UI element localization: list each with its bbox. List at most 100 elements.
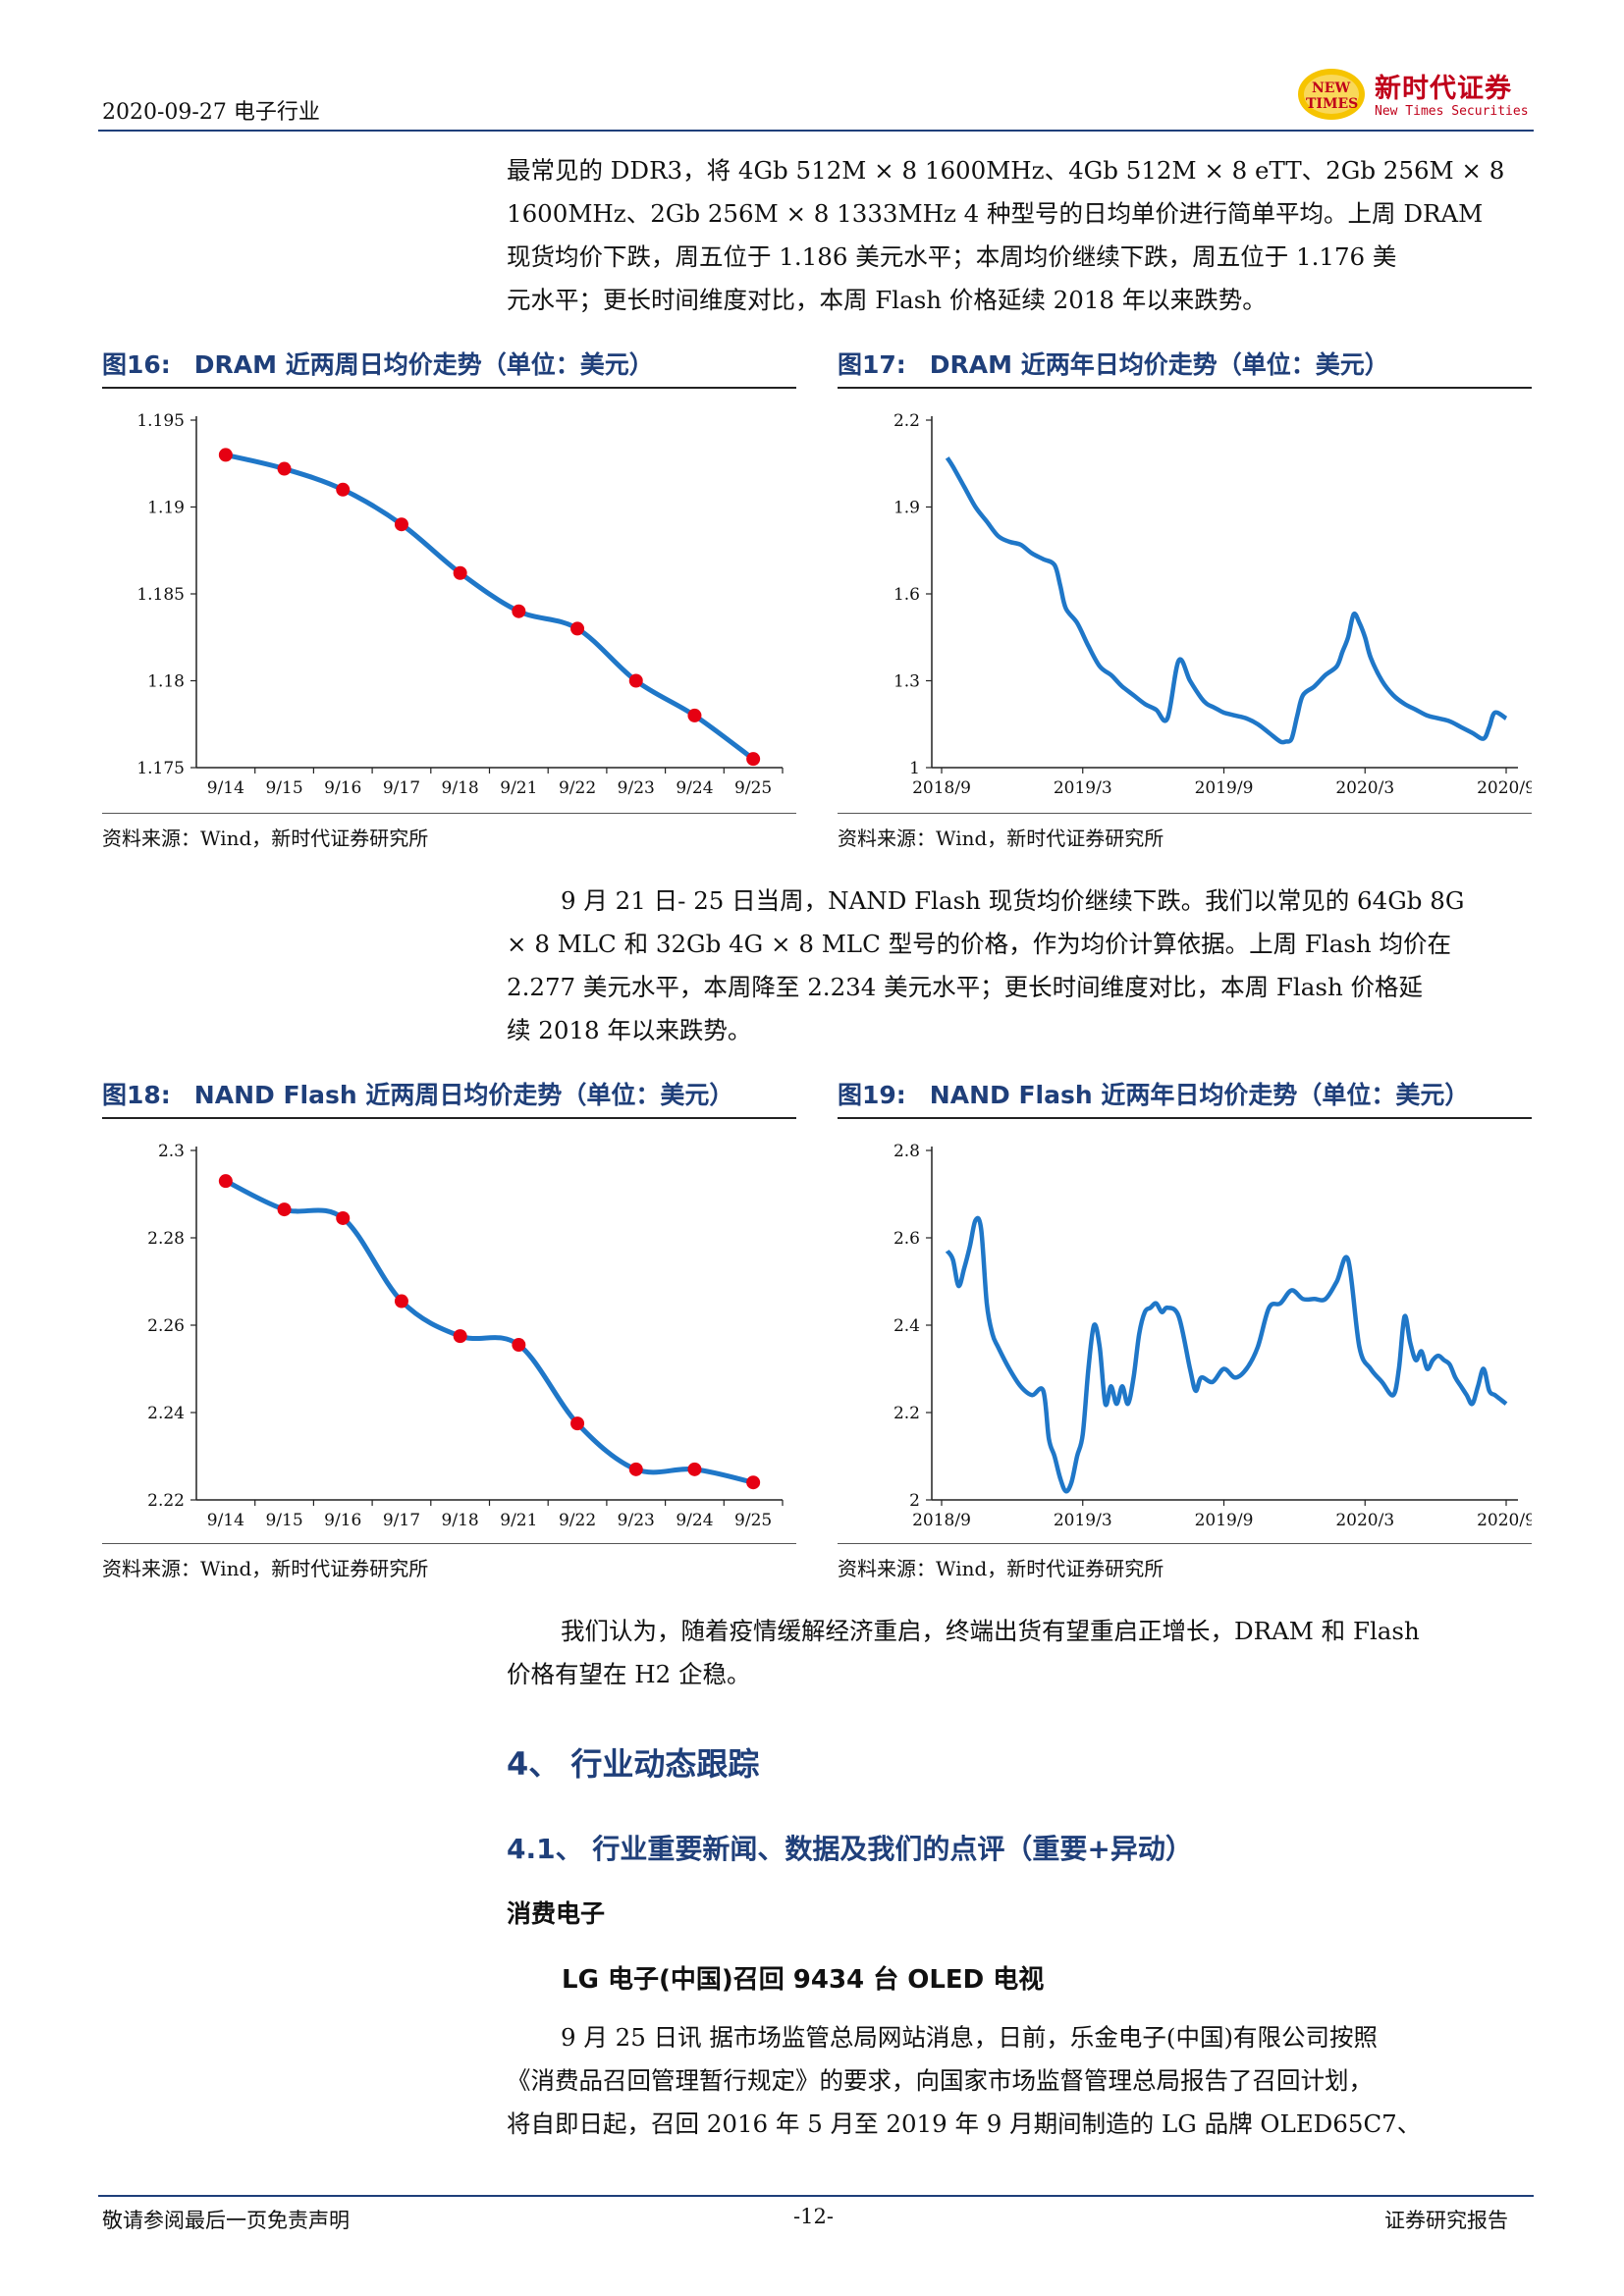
chart-nand-two-weeks: 2.3 2.28 2.26 2.24 2.22 9/14 9/15 9/16 9/17 9/18 9… [102,1131,796,1535]
x-tick-label: 9/23 [618,1511,655,1530]
x-tick-label: 9/22 [559,778,596,798]
svg-text:NEW: NEW [1312,80,1350,96]
paragraph-lg-recall: 9 月 25 日讯 据市场监管总局网站消息，日前，乐金电子(中国)有限公司按照 … [507,2016,1532,2146]
x-tick-label: 2020/9 [1477,1511,1532,1530]
x-tick-label: 2020/3 [1335,1511,1394,1530]
series-line [947,457,1506,742]
header-date-industry: 2020-09-27 电子行业 [102,94,320,126]
paragraph-line: 将自即日起，召回 2016 年 5 月至 2019 年 9 月期间制造的 LG … [507,2103,1532,2146]
data-point [336,483,350,497]
figure-caption: DRAM 近两周日均价走势（单位：美元） [194,350,654,379]
y-tick-label: 1.9 [893,499,920,518]
section-4-heading: 4、 行业动态跟踪 [507,1739,759,1785]
source-divider [838,1543,1532,1544]
footer-disclaimer: 敬请参阅最后一页免责声明 [102,2205,350,2234]
x-tick-label: 2020/3 [1335,778,1394,798]
data-point [512,605,525,618]
data-point [512,1338,525,1352]
x-tick-label: 2020/9 [1477,778,1532,798]
paragraph-line: 9 月 21 日- 25 日当周，NAND Flash 现货均价继续下跌。我们以… [507,880,1532,923]
x-tick-label: 2019/3 [1054,1511,1112,1530]
data-point [278,1202,292,1216]
company-logo: NEW TIMES 新时代证券 New Times Securities [1294,63,1540,126]
chart-dram-two-weeks: 1.195 1.19 1.185 1.18 1.175 9/14 9/15 9/16 9/17 9… [102,400,796,803]
data-point [746,752,760,766]
paragraph-line: 2.277 美元水平，本周降至 2.234 美元水平；更长时间维度对比，本周 F… [507,966,1532,1009]
logo-chinese-name: 新时代证券 [1375,67,1512,105]
x-tick-label: 9/21 [500,778,537,798]
figure-19-source: 资料来源：Wind，新时代证券研究所 [838,1553,1164,1581]
x-tick-label: 9/25 [734,778,772,798]
y-tick-label: 2 [909,1491,920,1511]
paragraph-line: 我们认为，随着疫情缓解经济重启，终端出货有望重启正增长，DRAM 和 Flash [507,1610,1532,1653]
figure-18-source: 资料来源：Wind，新时代证券研究所 [102,1553,428,1581]
series-line [226,1181,753,1482]
x-tick-label: 9/16 [324,1511,361,1530]
figure-caption: DRAM 近两年日均价走势（单位：美元） [930,350,1389,379]
y-tick-label: 1 [909,759,920,778]
y-tick-label: 2.22 [147,1491,185,1511]
y-tick-label: 2.3 [158,1142,185,1161]
data-point [454,1329,467,1343]
section-4-1-heading: 4.1、 行业重要新闻、数据及我们的点评（重要+异动） [507,1828,1193,1867]
y-tick-label: 2.26 [147,1316,185,1336]
paragraph-line: × 8 MLC 和 32Gb 4G × 8 MLC 型号的价格，作为均价计算依据… [507,923,1532,966]
figure-17-title: 图17: DRAM 近两年日均价走势（单位：美元） [838,346,1532,389]
data-point [629,674,643,688]
figure-number: 图17: [838,350,906,379]
y-tick-label: 1.185 [136,585,185,605]
y-tick-label: 2.4 [893,1316,920,1336]
x-tick-label: 9/18 [442,778,479,798]
logo-badge-icon: NEW TIMES [1294,63,1373,126]
y-tick-label: 2.24 [147,1404,185,1423]
paragraph-line: 续 2018 年以来跌势。 [507,1009,1532,1052]
figure-caption: NAND Flash 近两年日均价走势（单位：美元） [930,1081,1470,1109]
source-divider [102,813,796,814]
source-divider [102,1543,796,1544]
figure-17-source: 资料来源：Wind，新时代证券研究所 [838,823,1164,851]
paragraph-dram-intro: 最常见的 DDR3，将 4Gb 512M × 8 1600MHz、4Gb 512… [507,149,1532,322]
y-tick-label: 1.195 [136,411,185,431]
data-point [395,517,408,531]
x-tick-label: 9/18 [442,1511,479,1530]
footer-divider [98,2195,1534,2197]
x-tick-label: 2018/9 [912,778,971,798]
figure-16-title: 图16: DRAM 近两周日均价走势（单位：美元） [102,346,796,389]
data-point [278,462,292,476]
x-tick-label: 9/25 [734,1511,772,1530]
paragraph-line: 元水平；更长时间维度对比，本周 Flash 价格延续 2018 年以来跌势。 [507,279,1532,322]
y-tick-label: 2.2 [893,411,920,431]
footer-report-type: 证券研究报告 [1384,2205,1508,2234]
x-tick-label: 2019/9 [1195,1511,1254,1530]
data-point [219,1174,233,1188]
y-tick-label: 1.6 [893,585,920,605]
svg-text:TIMES: TIMES [1306,96,1358,112]
y-tick-label: 2.8 [893,1142,920,1161]
subsection-consumer-electronics: 消费电子 [507,1895,605,1930]
x-tick-label: 9/23 [618,778,655,798]
y-tick-label: 1.19 [147,499,185,518]
series-line [947,1218,1506,1491]
data-point [219,448,233,461]
source-divider [838,813,1532,814]
x-tick-label: 2018/9 [912,1511,971,1530]
page-number: -12- [793,2205,834,2228]
x-tick-label: 9/16 [324,778,361,798]
x-tick-label: 2019/3 [1054,778,1112,798]
news-title: LG 电子(中国)召回 9434 台 OLED 电视 [562,1959,1044,1996]
figure-number: 图18: [102,1081,171,1109]
data-point [687,709,701,722]
figure-18-title: 图18: NAND Flash 近两周日均价走势（单位：美元） [102,1076,796,1119]
x-tick-label: 2019/9 [1195,778,1254,798]
header-divider [98,130,1534,132]
x-tick-label: 9/24 [676,1511,713,1530]
y-tick-label: 2.28 [147,1229,185,1249]
data-point [570,621,584,635]
data-point [746,1475,760,1489]
data-point [687,1463,701,1476]
logo-english-name: New Times Securities [1375,104,1529,119]
x-tick-label: 9/24 [676,778,713,798]
x-tick-label: 9/15 [265,778,302,798]
paragraph-line: 现货均价下跌，周五位于 1.186 美元水平；本周均价继续下跌，周五位于 1.1… [507,236,1532,279]
paragraph-line: 9 月 25 日讯 据市场监管总局网站消息，日前，乐金电子(中国)有限公司按照 [507,2016,1532,2059]
